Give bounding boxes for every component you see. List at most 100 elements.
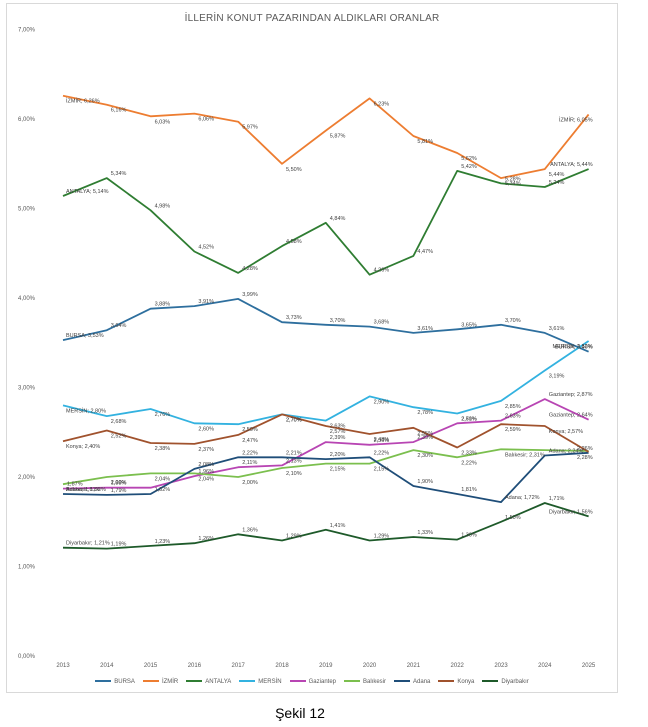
data-label: 1,71% [549,496,565,502]
x-tick-label: 2021 [407,663,421,669]
data-label: 1,29% [374,534,390,540]
legend-item: BURSA [95,679,135,685]
data-label: 2,60% [198,426,214,432]
y-tick-label: 2,00% [18,475,36,481]
data-label: 1,36% [242,527,258,533]
series-line-konya [62,413,590,453]
data-label: BURSA; 3,53% [66,333,104,339]
y-tick-label: 3,00% [18,386,36,392]
data-label: 2,28% [577,455,593,461]
legend-swatch [186,680,203,683]
data-label: 3,64% [111,323,127,329]
data-label: 5,97% [242,125,258,131]
data-label: 1,50% [505,515,521,521]
data-label: 2,70% [286,417,302,423]
data-label: 2,39% [417,435,433,441]
data-label: 5,87% [330,134,346,140]
data-label: Adana; 1,72% [505,495,540,501]
data-label: 1,33% [417,530,433,536]
data-label: 2,52% [111,433,127,439]
data-label: 1,90% [417,479,433,485]
data-label: 2,60% [461,416,477,422]
data-label: Balıkesir; 1,92% [66,487,106,493]
data-label: Diyarbakır; 1,56% [549,509,593,515]
legend-label: ANTALYA [205,679,232,685]
data-label: 2,57% [330,429,346,435]
data-label: İZMİR; 6,05% [559,117,593,124]
data-label: 2,22% [242,450,258,456]
legend-label: İZMİR [161,679,179,685]
data-label: 1,87% [67,482,83,488]
data-label: 3,73% [286,315,302,321]
data-label: 2,71% [461,416,477,422]
y-tick-label: 1,00% [18,565,36,571]
data-label: 6,16% [111,108,127,114]
x-tick-label: 2025 [582,663,596,669]
data-label: 3,68% [374,320,390,326]
legend-item: Konya [438,679,474,685]
legend-label: MERSİN [258,679,282,685]
data-label: 2,68% [111,419,127,425]
data-label: 2,15% [330,467,346,473]
x-tick-label: 2020 [363,663,377,669]
data-label: 4,26% [374,268,390,274]
y-tick-label: 5,00% [18,207,36,213]
legend-swatch [239,680,256,683]
data-label: 1,26% [198,536,214,542]
data-label: 6,23% [374,101,390,107]
legend-swatch [289,680,306,683]
data-label: 1,81% [461,487,477,493]
data-label: Gaziantep; 2,64% [549,413,593,419]
legend-swatch [482,680,499,683]
x-tick-label: 2016 [188,663,202,669]
data-label: 2,20% [330,452,346,458]
x-tick-label: 2023 [494,663,508,669]
series-line-diyarbakır [62,502,589,550]
legend-label: Balıkesir [363,679,387,685]
data-label: 1,30% [461,533,477,539]
data-label: 2,78% [417,410,433,416]
data-label: 6,03% [155,119,171,125]
series-line-bursa [62,297,589,353]
legend-swatch [344,680,360,683]
x-tick-label: 2013 [56,663,70,669]
data-label: ANTALYA; 5,14% [66,189,109,195]
y-tick-label: 0,00% [18,654,36,660]
legend-item: Adana [394,679,430,685]
data-label: 5,42% [461,164,477,170]
data-label: 2,36% [374,438,390,444]
series-lines [62,94,590,550]
data-label: 2,26% [577,446,593,452]
data-label: 3,91% [198,299,214,305]
data-label: 2,04% [198,476,214,482]
data-label: 6,06% [198,117,214,123]
data-label: Balıkesir; 2,31% [505,452,545,458]
data-label: 2,22% [461,460,477,466]
data-label: 3,65% [461,322,477,328]
data-label: 2,33% [461,450,477,456]
data-label: 2,38% [155,446,171,452]
legend-item: ANTALYA [186,679,231,685]
data-label: 3,19% [549,373,565,379]
y-tick-label: 7,00% [18,28,36,34]
data-label: 2,48% [374,437,390,443]
y-tick-label: 4,00% [18,296,36,302]
data-label: Gaziantep; 2,87% [549,392,593,398]
data-label: 2,10% [286,471,302,477]
chart-frame: İLLERİN KONUT PAZARINDAN ALDIKLARI ORANL… [6,3,618,693]
x-tick-label: 2015 [144,663,158,669]
series-line-i̇zmi̇r [62,94,590,180]
series-line-mersi̇n [62,340,590,426]
data-label: 1,79% [111,488,127,494]
data-label: 3,88% [155,302,171,308]
data-label: Diyarbakır; 1,21% [66,541,110,547]
legend-label: Adana [413,679,431,685]
data-label: 3,70% [330,318,346,324]
data-label: 2,21% [286,450,302,456]
data-label: Adana; 1,81% [66,487,101,493]
data-label: MERSİN; 3,52% [553,343,593,350]
data-label: 3,99% [242,292,258,298]
y-tick-label: 6,00% [18,117,36,123]
data-label: 2,37% [198,447,214,453]
legend-item: Gaziantep [289,679,336,685]
